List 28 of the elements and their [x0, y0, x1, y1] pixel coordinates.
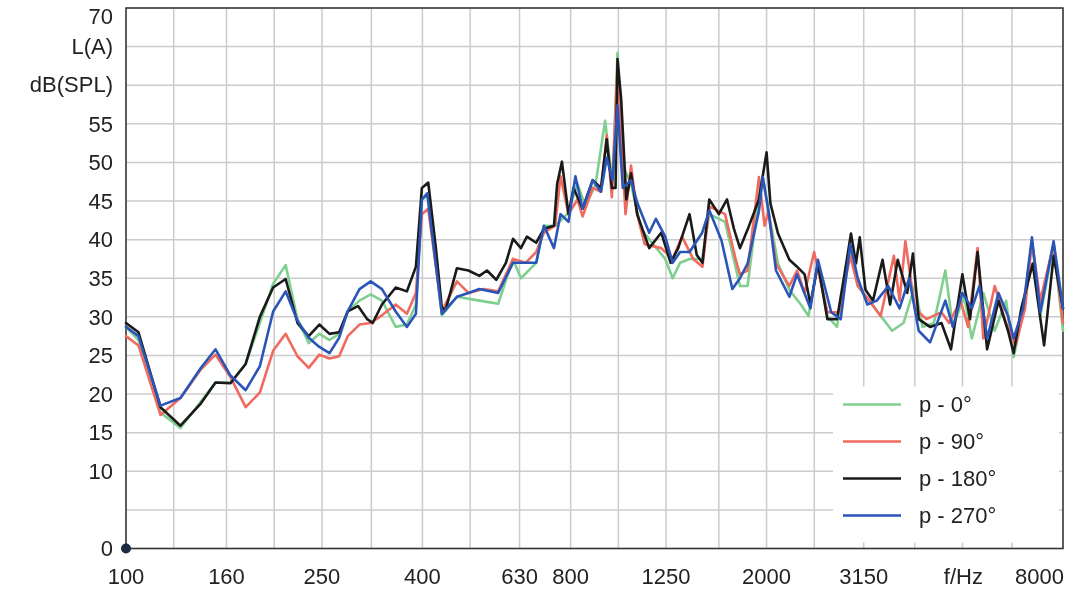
legend-label: p - 0°	[919, 392, 972, 418]
y-tick-label: 50	[88, 150, 113, 176]
legend-label: p - 90°	[919, 429, 985, 455]
y-axis-title: L(A) dB(SPL)	[29, 33, 113, 97]
x-tick-label: 630	[501, 564, 538, 589]
legend-label: p - 270°	[919, 503, 997, 529]
y-tick-label: 45	[88, 188, 113, 214]
y-tick-label: 70	[88, 3, 113, 29]
x-tick-label: 250	[303, 564, 341, 589]
y-tick-label: 15	[88, 420, 113, 446]
y-tick-label: 55	[88, 111, 113, 137]
y-tick-label: 10	[88, 458, 113, 484]
x-tick-label: 400	[404, 564, 441, 589]
x-tick-label: 2000	[742, 564, 792, 589]
x-tick-label: 1250	[641, 564, 691, 589]
y-tick-label: 40	[88, 227, 113, 253]
x-tick-label: 160	[208, 564, 245, 589]
y-tick-label: 25	[88, 343, 113, 369]
legend-label: p - 180°	[919, 466, 997, 492]
x-tick-label: 100	[107, 564, 145, 589]
y-tick-label: 20	[88, 381, 113, 407]
x-tick-label: 3150	[839, 564, 889, 589]
x-tick-label: 8000	[1015, 564, 1064, 589]
y-tick-label: 30	[88, 304, 113, 330]
x-axis-title: f/Hz	[943, 564, 983, 589]
y-tick-label: 0	[100, 536, 113, 562]
x-tick-label: 800	[552, 564, 589, 589]
y-tick-label: 35	[88, 265, 113, 291]
